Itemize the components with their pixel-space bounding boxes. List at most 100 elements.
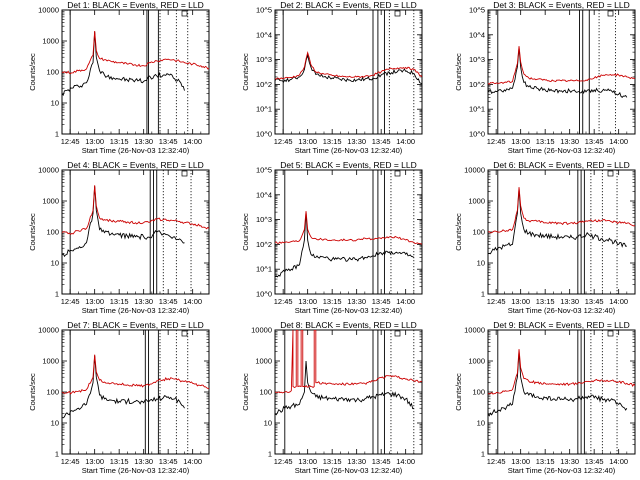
x-tick-label: 12:45	[487, 137, 506, 146]
y-tick-label: 10^5	[256, 6, 272, 15]
panel-title: Det 6: BLACK = Events, RED = LLD	[493, 160, 630, 170]
lld-series-line	[62, 185, 209, 236]
x-axis-label: Start Time (26-Nov-03 12:32:40)	[295, 146, 403, 155]
plot-frame	[274, 169, 423, 295]
y-tick-label: 1	[55, 130, 59, 139]
y-axis-label: Counts/sec	[241, 213, 250, 251]
y-tick-label: 10^2	[256, 80, 272, 89]
lld-series-line	[275, 51, 422, 80]
y-tick-label: 10^0	[256, 130, 272, 139]
x-tick-label: 13:30	[134, 297, 153, 306]
events-series-line	[62, 31, 185, 96]
corner-marker	[394, 330, 401, 337]
y-tick-label: 10^4	[469, 30, 485, 39]
x-tick-label: 13:30	[560, 457, 579, 466]
x-tick-label: 13:15	[536, 457, 555, 466]
y-tick-label: 10	[477, 419, 485, 428]
y-axis-label: Counts/sec	[454, 53, 463, 91]
y-tick-label: 1000	[42, 197, 59, 206]
detector-panel-4: Det 4: BLACK = Events, RED = LLD 1 10 100 10…	[28, 160, 210, 315]
y-axis-label: Counts/sec	[454, 213, 463, 251]
events-series-line	[62, 186, 185, 258]
y-tick-label: 10	[51, 419, 59, 428]
x-tick-label: 13:00	[298, 457, 317, 466]
x-tick-label: 13:15	[536, 137, 555, 146]
x-axis-label: Start Time (26-Nov-03 12:32:40)	[82, 466, 190, 475]
x-tick-label: 14:00	[183, 457, 202, 466]
detector-panel-5: Det 5: BLACK = Events, RED = LLD 10^0 10^1…	[241, 160, 423, 315]
panel-title: Det 4: BLACK = Events, RED = LLD	[67, 160, 204, 170]
corner-marker	[181, 330, 188, 337]
x-tick-label: 13:00	[511, 297, 530, 306]
x-tick-label: 13:30	[347, 457, 366, 466]
plot-frame	[61, 329, 210, 455]
y-tick-label: 10	[264, 419, 272, 428]
panel-title: Det 8: BLACK = Events, RED = LLD	[280, 320, 417, 330]
plot-frame	[487, 9, 636, 135]
x-tick-label: 14:00	[396, 457, 415, 466]
detector-panel-2: Det 2: BLACK = Events, RED = LLD 10^0 10^1…	[241, 0, 423, 155]
lld-series-line	[275, 330, 422, 394]
events-series-line	[488, 351, 628, 417]
x-tick-label: 13:15	[110, 457, 129, 466]
x-tick-label: 13:15	[536, 297, 555, 306]
x-tick-label: 13:45	[585, 297, 604, 306]
y-tick-label: 10^4	[256, 30, 272, 39]
lld-series-line	[62, 354, 209, 395]
corner-marker	[394, 170, 401, 177]
plot-frame	[274, 329, 423, 455]
plot-frame	[61, 169, 210, 295]
x-tick-label: 12:45	[487, 457, 506, 466]
y-tick-label: 10^1	[256, 265, 272, 274]
y-tick-label: 1	[268, 450, 272, 459]
y-tick-label: 10^3	[256, 215, 272, 224]
lld-series-line	[488, 187, 635, 234]
lld-series-line	[275, 211, 422, 245]
x-tick-label: 12:45	[274, 297, 293, 306]
lld-series-line	[488, 349, 635, 395]
y-tick-label: 10^5	[469, 6, 485, 15]
x-tick-label: 13:45	[585, 137, 604, 146]
x-tick-label: 13:15	[323, 137, 342, 146]
x-tick-label: 12:45	[61, 457, 80, 466]
y-tick-label: 1	[481, 450, 485, 459]
corner-marker	[607, 330, 614, 337]
y-tick-label: 1	[481, 290, 485, 299]
y-tick-label: 10^5	[256, 166, 272, 175]
y-tick-label: 10000	[38, 326, 59, 335]
y-tick-label: 10^2	[256, 240, 272, 249]
y-tick-label: 100	[472, 228, 485, 237]
y-axis-label: Counts/sec	[241, 53, 250, 91]
y-tick-label: 1000	[468, 197, 485, 206]
events-series-line	[488, 47, 628, 98]
plot-frame	[61, 9, 210, 135]
plot-frame	[274, 9, 423, 135]
x-tick-label: 12:45	[61, 137, 80, 146]
lld-series-line	[488, 46, 635, 85]
x-tick-label: 13:30	[134, 457, 153, 466]
x-tick-label: 13:45	[159, 457, 178, 466]
x-tick-label: 14:00	[609, 297, 628, 306]
y-axis-label: Counts/sec	[454, 373, 463, 411]
x-tick-label: 13:00	[85, 137, 104, 146]
plot-frame	[487, 169, 636, 295]
x-axis-label: Start Time (26-Nov-03 12:32:40)	[508, 466, 616, 475]
x-tick-label: 13:00	[85, 297, 104, 306]
events-series-line	[275, 212, 415, 278]
x-tick-label: 13:45	[372, 297, 391, 306]
x-tick-label: 12:45	[274, 457, 293, 466]
x-axis-label: Start Time (26-Nov-03 12:32:40)	[508, 146, 616, 155]
panel-title: Det 3: BLACK = Events, RED = LLD	[493, 0, 630, 10]
y-tick-label: 100	[46, 228, 59, 237]
x-tick-label: 13:15	[110, 137, 129, 146]
y-tick-label: 100	[259, 388, 272, 397]
y-tick-label: 10	[51, 259, 59, 268]
x-axis-label: Start Time (26-Nov-03 12:32:40)	[82, 146, 190, 155]
x-tick-label: 12:45	[61, 297, 80, 306]
x-tick-label: 13:15	[323, 297, 342, 306]
y-tick-label: 1000	[42, 357, 59, 366]
y-axis-label: Counts/sec	[28, 213, 37, 251]
y-tick-label: 10^3	[469, 55, 485, 64]
x-tick-label: 14:00	[609, 457, 628, 466]
x-tick-label: 14:00	[183, 137, 202, 146]
